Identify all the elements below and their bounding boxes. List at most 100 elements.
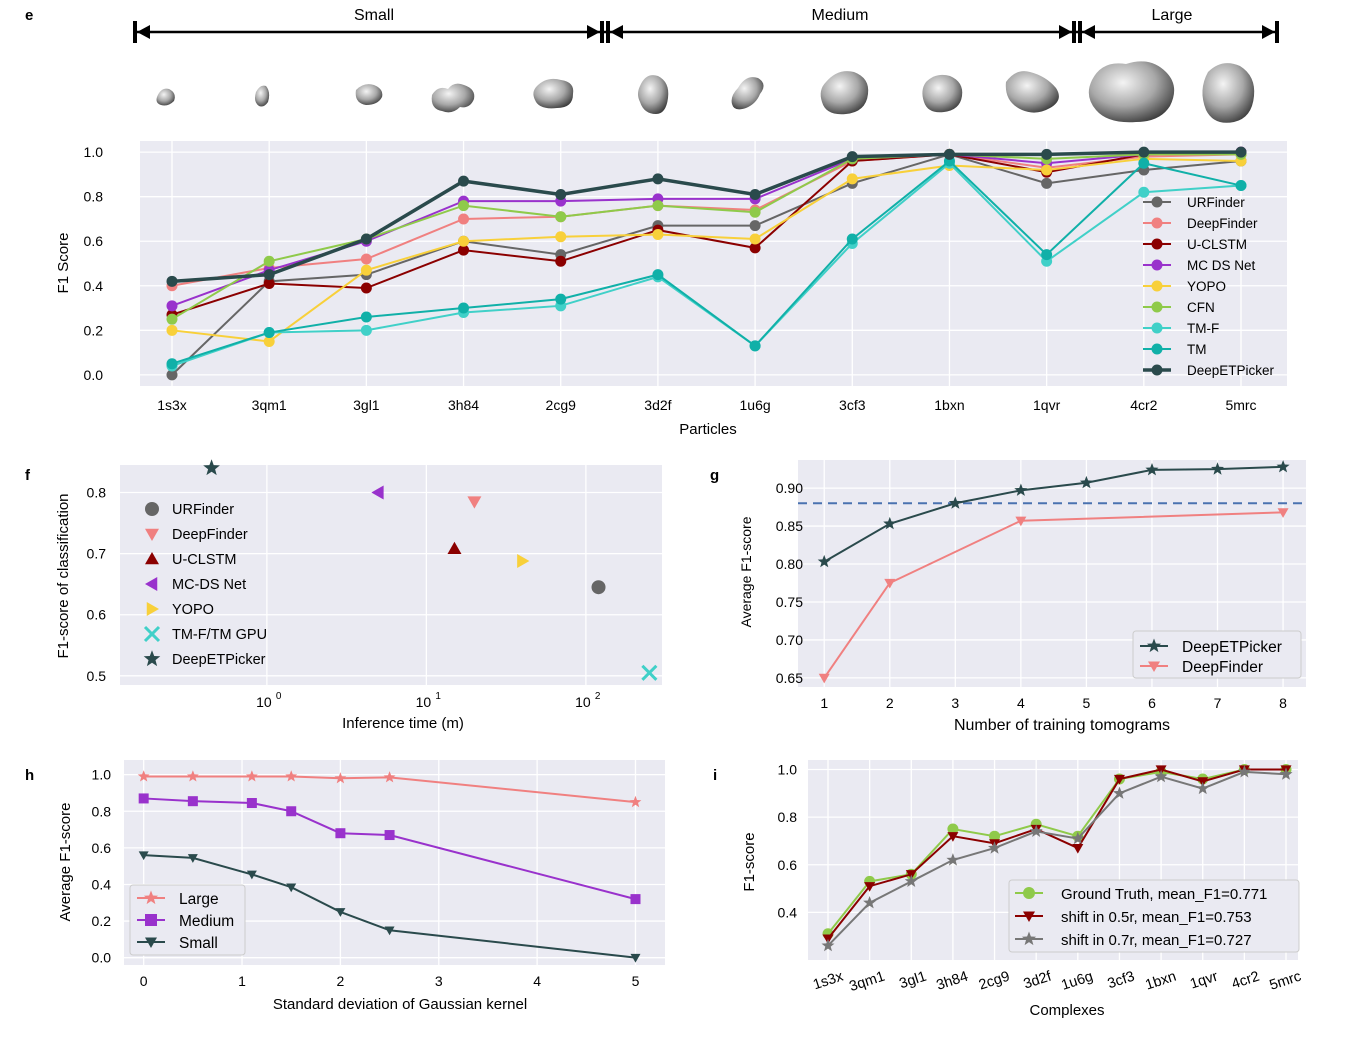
x-tick-label: 5 <box>1083 695 1091 711</box>
data-point <box>749 340 761 352</box>
y-tick-label: 0.2 <box>84 322 104 338</box>
series-line <box>823 465 1284 563</box>
x-tick-label: 1s3x <box>811 968 846 993</box>
data-point <box>458 235 470 247</box>
x-tick-label: 3gl1 <box>353 397 380 413</box>
y-tick-label: 0.8 <box>84 189 104 205</box>
legend-label: YOPO <box>1187 279 1226 294</box>
y-tick-label: 0.5 <box>87 668 107 684</box>
data-point <box>1235 180 1247 192</box>
legend-label: DeepFinder <box>1182 659 1263 676</box>
data-point <box>864 882 876 892</box>
legend-marker <box>146 602 159 616</box>
data-point <box>263 327 275 339</box>
particle-image-3cf3 <box>820 71 869 115</box>
data-point <box>360 311 372 323</box>
x-tick-label: 10 <box>575 694 591 710</box>
data-point <box>246 870 257 880</box>
series-line <box>827 770 1287 947</box>
data-point <box>817 554 831 568</box>
data-point <box>458 244 470 256</box>
data-point <box>187 854 198 863</box>
legend-label: MC DS Net <box>1187 258 1256 273</box>
data-point <box>652 229 664 241</box>
y-axis-label: F1-score of classification <box>55 493 72 658</box>
y-tick-label: 0.6 <box>778 857 798 873</box>
y-tick-label: 0.2 <box>92 913 112 929</box>
x-tick-label: 3d2f <box>644 397 671 413</box>
data-point <box>263 269 275 281</box>
data-point <box>555 188 567 200</box>
y-tick-label: 0.65 <box>776 670 803 686</box>
y-tick-label: 0.90 <box>776 480 803 496</box>
y-axis-label: Average F1-score <box>738 516 754 627</box>
x-tick-label: 1qvr <box>1188 969 1220 993</box>
x-tick-exponent: 2 <box>595 691 601 702</box>
data-point-yopo <box>517 553 530 568</box>
particle-image-3d2f <box>638 75 669 114</box>
legend-marker <box>1023 887 1035 899</box>
series-large <box>137 770 642 808</box>
x-tick-label: 3qm1 <box>252 397 287 413</box>
data-point <box>846 233 858 245</box>
y-tick-label: 0.4 <box>778 904 798 920</box>
data-point <box>555 255 567 267</box>
legend-marker <box>1021 931 1037 946</box>
data-point <box>1112 786 1126 799</box>
x-axis-label: Number of training tomograms <box>954 717 1170 734</box>
x-tick-label: 3h84 <box>448 397 479 413</box>
y-tick-label: 0.0 <box>84 367 104 383</box>
data-point-tm-f-tm-gpu <box>641 664 658 681</box>
data-point <box>749 206 761 218</box>
x-tick-label: 3gl1 <box>897 969 928 993</box>
particle-image-1bxn <box>922 74 963 113</box>
x-tick-label: 5 <box>632 973 640 989</box>
data-point <box>1145 463 1159 476</box>
data-point <box>1211 462 1224 475</box>
x-tick-label: 2cg9 <box>546 397 577 413</box>
data-point <box>749 220 761 232</box>
data-point <box>555 231 567 243</box>
data-point <box>629 795 642 808</box>
data-point <box>138 851 149 861</box>
data-point <box>1237 765 1251 778</box>
legend-label: YOPO <box>172 602 214 618</box>
x-tick-label: 3d2f <box>1022 968 1055 992</box>
series-line <box>171 153 1242 376</box>
data-point <box>1276 460 1290 473</box>
y-tick-label: 0.6 <box>84 233 104 249</box>
legend-label: Medium <box>179 913 234 930</box>
series-line <box>171 150 1241 284</box>
panel-i-line-chart: 1s3x 3qm1 3gl1 3h84 2cg9 3d2f 1u6g 3cf3 1bxn 1qvr… <box>741 760 1303 1019</box>
y-axis-label: Average F1-score <box>57 803 74 922</box>
series-line <box>827 768 1286 940</box>
series-line <box>171 153 1242 287</box>
data-point <box>166 358 178 370</box>
x-tick-label: 10 <box>256 694 272 710</box>
data-point <box>138 793 149 804</box>
legend-label: CFN <box>1187 300 1215 315</box>
data-point <box>245 770 258 782</box>
x-tick-label: 1s3x <box>157 397 187 413</box>
x-tick-exponent: 1 <box>435 691 441 702</box>
particle-image-1u6g <box>731 77 764 110</box>
x-tick-label: 1u6g <box>740 397 771 413</box>
y-tick-label: 0.70 <box>776 632 803 648</box>
x-tick-label: 3cf3 <box>1106 969 1137 993</box>
data-point <box>749 233 761 245</box>
data-point <box>360 253 372 265</box>
size-group-large-label: Large <box>1152 7 1193 24</box>
data-point <box>846 151 858 163</box>
x-tick-label: 7 <box>1214 695 1222 711</box>
x-axis-label: Inference time (m) <box>342 715 464 732</box>
x-tick-label: 2 <box>337 973 345 989</box>
data-point <box>884 578 896 589</box>
legend-marker <box>145 502 159 516</box>
panel-label-h: h <box>25 767 34 784</box>
data-point <box>947 823 959 835</box>
data-point <box>166 324 178 336</box>
legend-box <box>1008 879 1300 953</box>
data-point <box>458 213 470 225</box>
y-tick-label: 0.7 <box>87 546 107 562</box>
